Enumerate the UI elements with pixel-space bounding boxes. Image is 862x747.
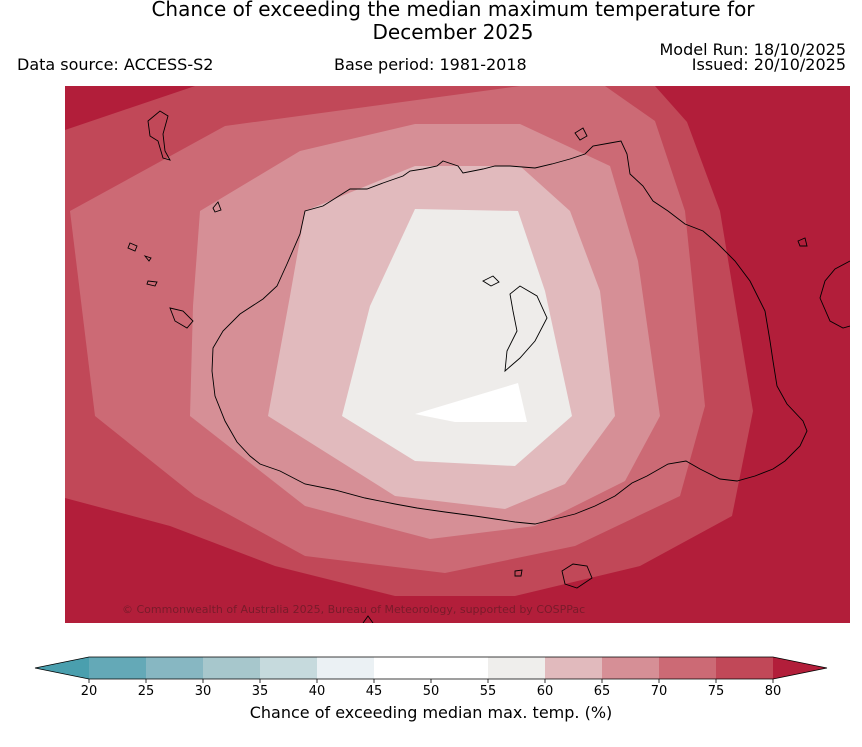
colorbar-swatch: [659, 657, 717, 679]
coastlines: [127, 110, 850, 623]
colorbar-tick-label: 55: [480, 684, 497, 699]
island-northwest: [212, 201, 222, 213]
colorbar-swatch: [431, 657, 489, 679]
probability-map: © Commonwealth of Australia 2025, Bureau…: [65, 86, 850, 623]
island-west-4: [169, 307, 194, 329]
colorbar-title: Chance of exceeding median max. temp. (%…: [249, 703, 613, 722]
title-line-1: Chance of exceeding the median maximum t…: [151, 0, 755, 21]
colorbar-swatch: [203, 657, 261, 679]
island-west-1: [127, 242, 138, 252]
colorbar-swatch: [146, 657, 204, 679]
colorbar-swatch: [602, 657, 660, 679]
island-far-northwest: [147, 110, 171, 161]
map-title: Chance of exceeding the median maximum t…: [0, 0, 862, 44]
colorbar-over-arrow: [773, 657, 827, 679]
colorbar-tick-label: 70: [651, 684, 668, 699]
colorbar-tick-label: 25: [138, 684, 155, 699]
colorbar-tick-label: 65: [594, 684, 611, 699]
band-50-55: [415, 383, 527, 422]
island-west-3: [146, 280, 158, 287]
colorbar-swatch: [374, 657, 432, 679]
colorbar-swatch: [317, 657, 375, 679]
colorbar-tick-label: 60: [537, 684, 554, 699]
colorbar-tick-label: 20: [81, 684, 98, 699]
colorbar-tick-label: 35: [252, 684, 269, 699]
title-line-2: December 2025: [372, 20, 534, 44]
colorbar-tick-label: 30: [195, 684, 212, 699]
colorbar-tick-label: 80: [765, 684, 782, 699]
colorbar-tick-label: 45: [366, 684, 383, 699]
colorbar-swatch: [89, 657, 147, 679]
base-period-label: Base period: 1981-2018: [334, 55, 527, 74]
island-northeast: [574, 127, 588, 141]
mainland-coastline: [211, 140, 808, 525]
island-bottom: [362, 615, 374, 623]
island-south: [514, 569, 523, 577]
copyright-text: © Commonwealth of Australia 2025, Bureau…: [122, 603, 585, 616]
colorbar: 20 25 30 35 40 45 50 55 60 65 70 75 80: [34, 656, 828, 699]
island-west-2: [143, 255, 152, 262]
data-source-label: Data source: ACCESS-S2: [17, 55, 214, 74]
east-landmass: [819, 260, 850, 329]
island-east: [797, 237, 808, 247]
small-island: [482, 275, 500, 287]
colorbar-tick-label: 75: [708, 684, 725, 699]
gulf-inlet: [504, 285, 548, 373]
colorbar-swatch: [716, 657, 774, 679]
island-southeast: [561, 563, 593, 589]
model-run-label: Model Run: 18/10/2025: [659, 40, 847, 59]
colorbar-tick-label: 40: [309, 684, 326, 699]
colorbar-swatch: [260, 657, 318, 679]
issued-label: Issued: 20/10/2025: [691, 55, 846, 74]
colorbar-tick-label: 50: [423, 684, 440, 699]
colorbar-ticks: 20 25 30 35 40 45 50 55 60 65 70 75 80: [81, 679, 782, 699]
colorbar-swatch: [488, 657, 546, 679]
colorbar-swatch: [545, 657, 603, 679]
colorbar-under-arrow: [35, 657, 89, 679]
colorbar-swatches: [89, 657, 774, 679]
